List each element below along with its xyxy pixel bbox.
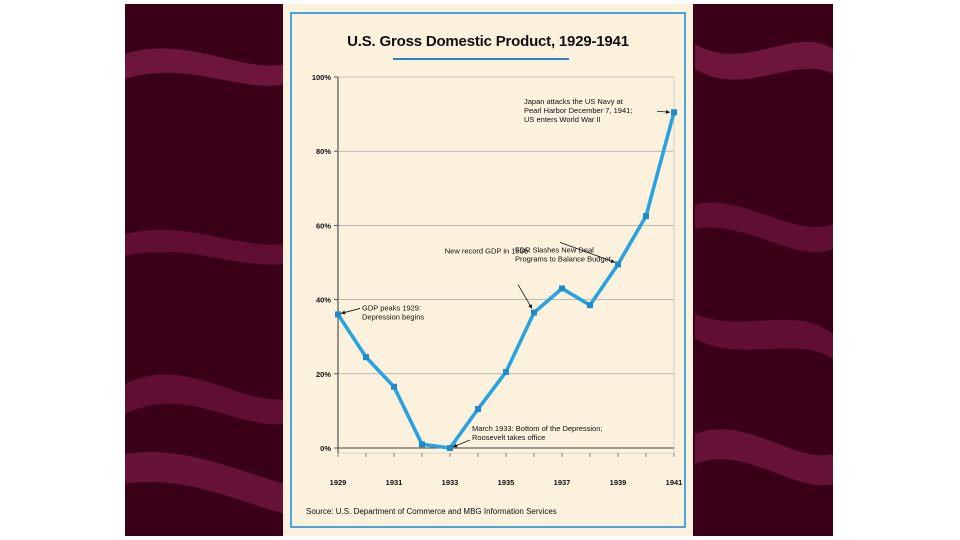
y-tick-label: 0% [320, 444, 331, 453]
data-point-1929 [335, 311, 341, 318]
data-point-1935 [503, 368, 509, 375]
x-tick-label: 1941 [666, 478, 683, 487]
annotation-text: FDR Slashes New Deal [515, 245, 594, 254]
data-point-1939 [615, 261, 621, 268]
annotation-arrow [559, 241, 616, 263]
y-tick-label: 60% [316, 221, 331, 230]
annotation-text: Depression begins [362, 312, 424, 321]
x-tick-label: 1929 [330, 478, 347, 487]
data-point-1933 [447, 445, 453, 451]
data-point-1934 [475, 406, 481, 413]
chart-title: U.S. Gross Domestic Product, 1929-1941 [347, 33, 629, 50]
y-tick-label: 20% [316, 370, 331, 379]
title-underline [393, 58, 569, 60]
x-tick-label: 1933 [442, 478, 459, 487]
data-point-1930 [363, 354, 369, 361]
y-tick-label: 100% [312, 73, 332, 82]
annotation-text: Japan attacks the US Navy at [524, 97, 624, 106]
x-tick-label: 1939 [610, 478, 627, 487]
chart-card [283, 4, 693, 536]
annotation-arrow [517, 284, 533, 309]
annotation-arrowhead [665, 109, 670, 114]
data-point-1931 [391, 383, 397, 390]
x-tick-label: 1931 [386, 478, 403, 487]
gdp-series-line [336, 111, 676, 450]
y-tick-label: 40% [316, 296, 331, 305]
annotation-text: GDP peaks 1929: [362, 303, 421, 312]
annotation-arrowhead [528, 304, 532, 309]
annotation-arrowhead [453, 443, 458, 448]
data-point-1932 [419, 441, 425, 448]
annotation-text: March 1933: Bottom of the Depression; [472, 424, 603, 433]
annotation-1: GDP peaks 1929:Depression begins [340, 303, 424, 321]
chart-border [290, 12, 686, 528]
x-tick-label: 1937 [554, 478, 571, 487]
annotation-text: New record GDP in 1936 [445, 247, 528, 256]
data-point-1940 [643, 213, 649, 220]
annotation-4: March 1933: Bottom of the Depression;Roo… [452, 424, 603, 448]
annotation-text: Pearl Harbor December 7, 1941; [524, 106, 632, 115]
annotation-text: Programs to Balance Budget [515, 254, 612, 263]
line-chart: 0% 20% 40% 60% 80% 100% 1929 1931 1933 1935 1937 19… [312, 73, 683, 487]
annotation-2: New record GDP in 1936 [445, 247, 533, 309]
annotation-arrowhead [610, 259, 615, 263]
annotation-text: Roosevelt takes office [472, 433, 545, 442]
x-tick-label: 1935 [498, 478, 515, 487]
data-point-1941 [671, 109, 677, 116]
data-point-1938 [587, 302, 593, 309]
chart-source: Source: U.S. Department of Commerce and … [306, 507, 557, 516]
annotation-arrowhead [341, 310, 346, 315]
background-stripes [125, 41, 833, 514]
data-point-1936 [531, 309, 537, 316]
y-tick-label: 80% [316, 147, 331, 156]
data-point-1937 [559, 285, 565, 292]
annotation-text: US enters World War II [524, 115, 601, 124]
